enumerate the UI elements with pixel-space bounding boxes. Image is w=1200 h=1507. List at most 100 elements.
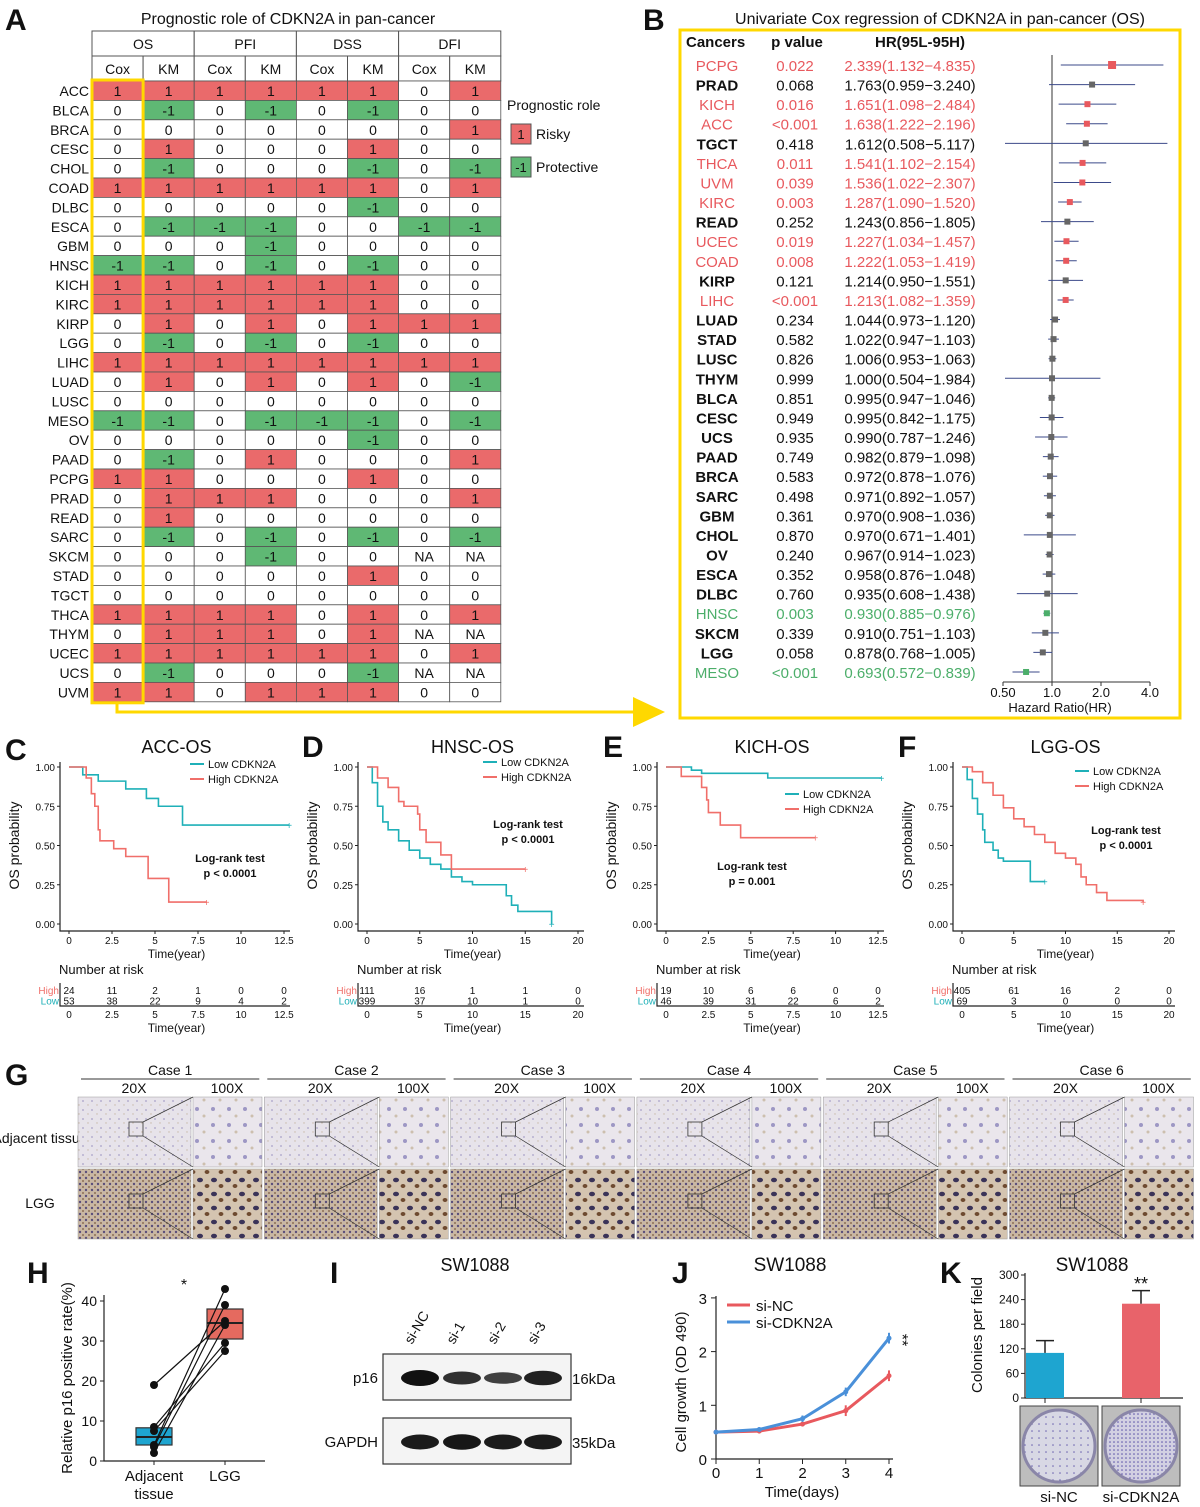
heatmap-cell-value: 1	[369, 83, 377, 99]
risk-count: 22	[788, 997, 800, 1008]
risk-count: 0	[281, 986, 287, 997]
heatmap-cell-value: 1	[369, 355, 377, 371]
ihc-mag-20x: 20X	[494, 1080, 520, 1096]
km-y-tick-label: 0.00	[929, 920, 949, 931]
legend-swatch-risky	[510, 123, 532, 145]
risk-count: 16	[414, 986, 426, 997]
ihc-zoom-line	[142, 1207, 194, 1240]
growth-y-tick-label: 3	[699, 1291, 707, 1308]
heatmap-cell-value: 1	[318, 277, 326, 293]
heatmap-cell-value: 0	[216, 161, 224, 177]
ihc-zoom-line	[1074, 1207, 1125, 1240]
forest-pvalue: 0.949	[776, 410, 814, 427]
heatmap-cell-value: 1	[114, 684, 122, 700]
ihc-zoom-line	[329, 1096, 380, 1123]
heatmap-cell-value: 0	[267, 432, 275, 448]
legend-title: Prognostic role	[507, 97, 601, 113]
risk-count: 37	[414, 997, 426, 1008]
risk-time-tick: 10	[1060, 1010, 1072, 1021]
forest-hr-text: 1.287(1.090−1.520)	[844, 195, 975, 212]
heatmap-cell-value: 0	[369, 549, 377, 565]
ihc-zoom-line	[142, 1096, 194, 1123]
heatmap-cell-value: -1	[367, 258, 380, 274]
colony-significance: **	[1134, 1274, 1148, 1294]
colony-title: SW1088	[1056, 1255, 1129, 1276]
km-axes	[952, 762, 1175, 932]
heatmap-cell-value: NA	[414, 626, 434, 642]
risk-count: 405	[954, 986, 971, 997]
heatmap-cell-value: 0	[165, 122, 173, 138]
forest-point	[1063, 238, 1070, 245]
forest-hr-text: 1.213(1.082−1.359)	[844, 293, 975, 310]
heatmap-cell-value: 0	[114, 452, 122, 468]
heatmap-cell-value: 0	[420, 180, 428, 196]
risk-time-tick: 0	[959, 1010, 965, 1021]
box-y-label: Relative p16 positive rate(%)	[59, 1282, 76, 1474]
forest-point	[1046, 531, 1053, 538]
km-legend-label: Low CDKN2A	[1093, 766, 1162, 778]
heatmap-cell-value: 0	[420, 587, 428, 603]
risk-time-tick: 12.5	[274, 1010, 294, 1021]
heatmap-cell-value: 1	[216, 355, 224, 371]
risk-count: 0	[833, 986, 839, 997]
risk-count: 53	[63, 997, 75, 1008]
risk-table-axes	[656, 983, 884, 1007]
forest-point	[1039, 649, 1046, 656]
heatmap-cell-value: 0	[114, 102, 122, 118]
box-category-label: Adjacent	[125, 1468, 184, 1485]
heatmap-cell-value: 0	[267, 510, 275, 526]
forest-cancer-KIRP: KIRP	[699, 273, 735, 290]
heatmap-cell-value: -1	[265, 238, 278, 254]
heatmap-cell-value: 0	[165, 393, 173, 409]
ihc-case-label: Case 6	[1079, 1062, 1124, 1078]
pair-line	[153, 1350, 226, 1432]
growth-point	[843, 1389, 849, 1395]
censor-mark-icon: +	[522, 865, 528, 876]
ihc-zoom-box	[314, 1193, 330, 1209]
km-title: KICH-OS	[734, 737, 809, 757]
km-y-tick-label: 0.75	[36, 802, 56, 813]
heatmap-cell-value: -1	[162, 161, 175, 177]
colony-category-label: si-CDKN2A	[1103, 1489, 1180, 1506]
km-x-tick-label: 10	[1060, 936, 1072, 947]
heatmap-cell-value: 0	[114, 199, 122, 215]
row-label-KICH: KICH	[56, 277, 89, 293]
heatmap-cell-value: 1	[369, 141, 377, 157]
km-y-tick-label: 0.25	[36, 881, 56, 892]
heatmap-cell-value: 1	[471, 316, 479, 332]
heatmap-cell-value: -1	[265, 335, 278, 351]
ihc-image-100x	[751, 1168, 822, 1240]
forest-point	[1082, 140, 1089, 147]
heatmap-cell-value: -1	[469, 529, 482, 545]
ihc-image-100x	[565, 1096, 635, 1168]
row-label-READ: READ	[50, 510, 89, 526]
ihc-case-label: Case 5	[893, 1062, 938, 1078]
row-label-LUAD: LUAD	[52, 374, 89, 390]
forest-pvalue: 0.870	[776, 528, 814, 545]
box-y-tick-label: 30	[81, 1333, 97, 1349]
heatmap-cell-value: 0	[165, 432, 173, 448]
forest-cancer-GBM: GBM	[700, 508, 735, 525]
forest-cancer-ESCA: ESCA	[696, 567, 738, 584]
pair-line	[153, 1342, 226, 1428]
heatmap-cell-value: 0	[420, 83, 428, 99]
ihc-mag-20x: 20X	[122, 1080, 148, 1096]
heatmap-cell-value: 0	[420, 413, 428, 429]
risk-count: 11	[107, 986, 118, 997]
panel-label-H: H	[27, 1257, 49, 1290]
forest-cancer-SKCM: SKCM	[695, 626, 739, 643]
forest-point	[1052, 316, 1059, 323]
forest-pvalue: 0.003	[776, 606, 814, 623]
km-y-label: OS probability	[6, 802, 22, 890]
ihc-zoom-line	[1074, 1096, 1125, 1123]
row-label-PRAD: PRAD	[50, 490, 89, 506]
heatmap-cell-value: 0	[369, 393, 377, 409]
forest-cancer-TGCT: TGCT	[697, 136, 738, 153]
km-y-tick-label: 1.00	[36, 763, 56, 774]
km-x-tick-label: 20	[1163, 936, 1175, 947]
km-x-tick-label: 20	[572, 936, 584, 947]
header-subcol: Cox	[207, 61, 232, 77]
km-plot-ACC-OS: ACC-OS0.000.250.500.751.000 2.5 5 7.5 10 12.5…	[6, 737, 294, 1035]
